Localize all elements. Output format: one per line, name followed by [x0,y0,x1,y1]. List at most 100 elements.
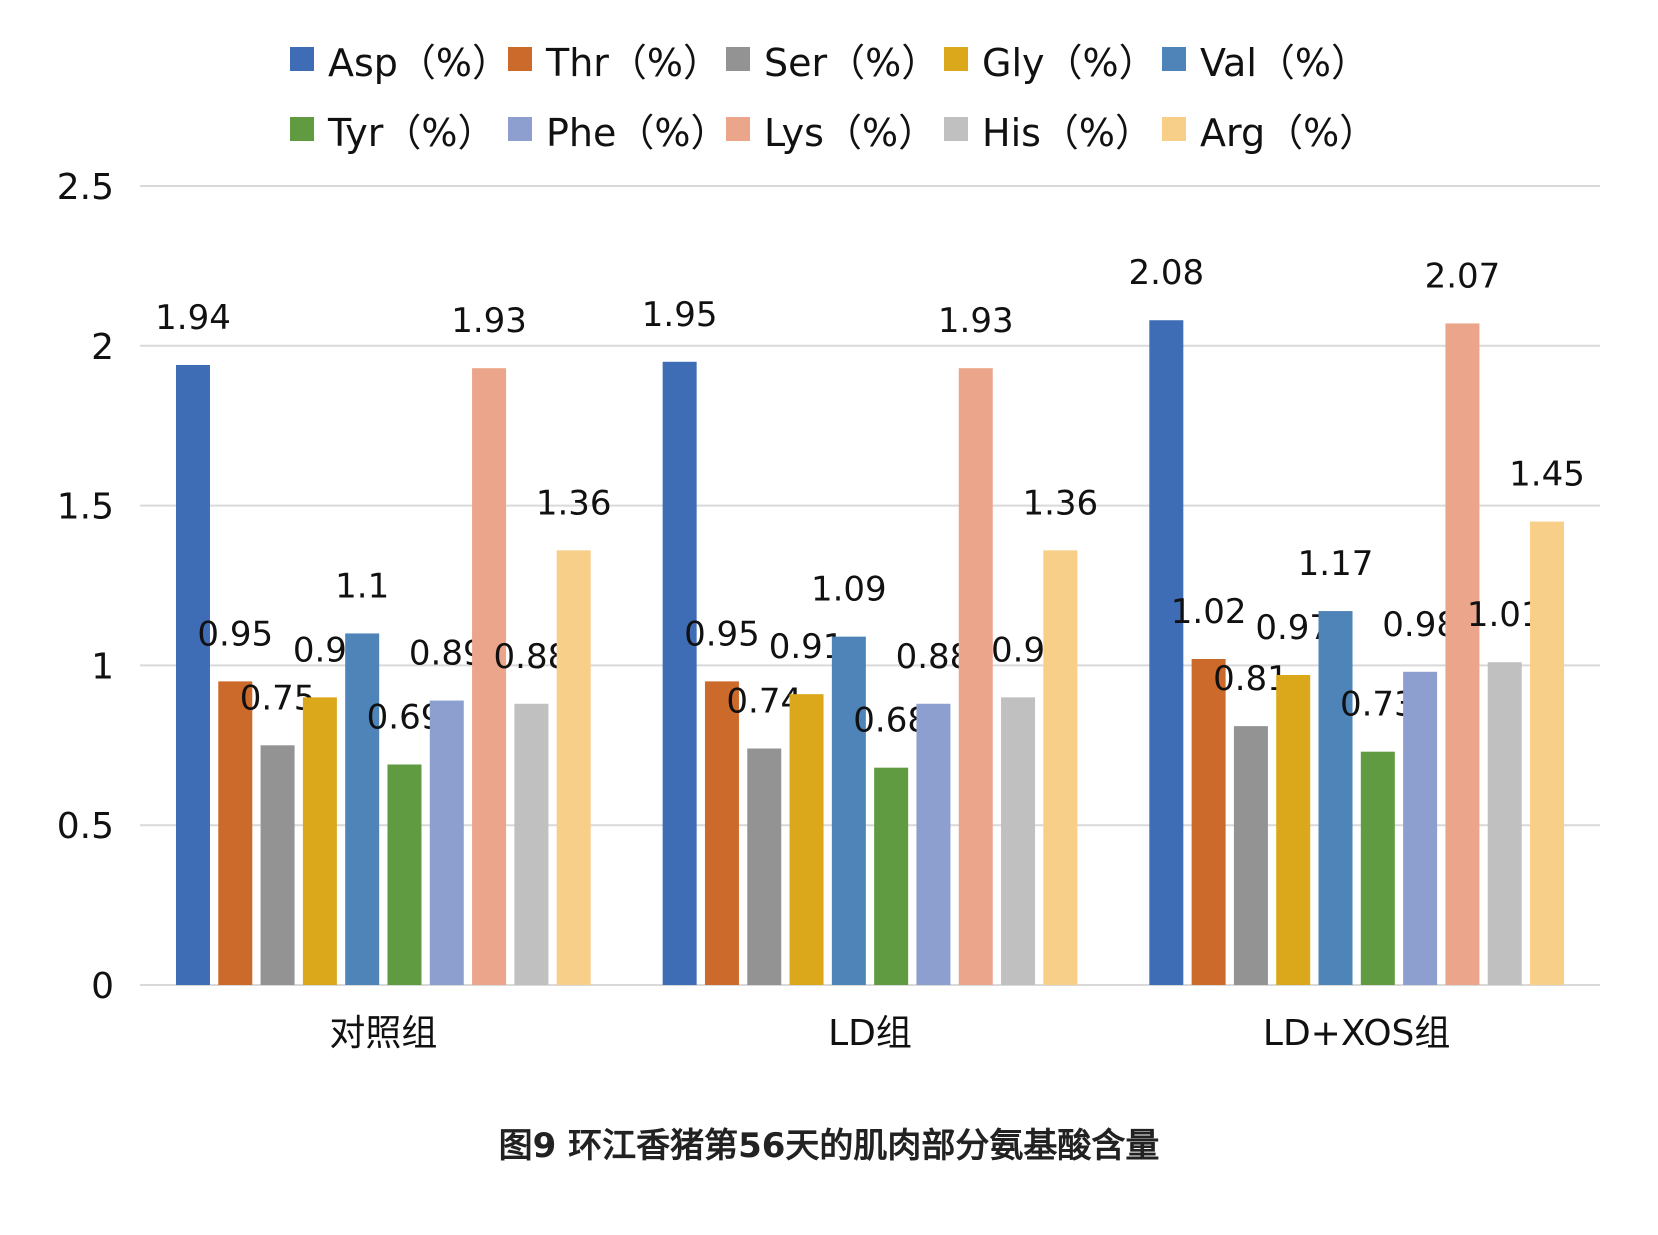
data-label: 1.09 [811,570,887,610]
legend-label: Phe（%） [546,110,729,155]
data-label: 1.17 [1298,544,1374,584]
bar [175,364,210,985]
bar [1530,521,1565,985]
x-tick-label: 对照组 [329,1013,437,1054]
data-label: 1.01 [1467,595,1543,635]
data-label: 0.88 [494,637,570,677]
bar [260,745,295,985]
bar [874,767,909,985]
data-label: 0.95 [684,614,760,654]
legend-label: Ser（%） [764,40,940,85]
data-label: 0.95 [197,614,273,654]
legend-label: Thr（%） [546,40,722,85]
bar [1149,320,1184,985]
data-label: 2.08 [1128,253,1204,293]
data-label: 0.75 [240,678,316,718]
data-label: 1.94 [155,298,231,338]
figure-caption: 图9 环江香猪第56天的肌肉部分氨基酸含量 [498,1126,1160,1166]
data-label: 0.74 [726,681,802,721]
legend-swatch [944,117,968,141]
legend-item-his: His（%） [944,102,1162,157]
x-tick-label: LD组 [828,1013,912,1054]
legend-label: Tyr（%） [328,110,496,155]
data-label: 0.88 [896,637,972,677]
legend-label: Val（%） [1200,40,1369,85]
legend-swatch [1162,117,1186,141]
bar [916,703,951,985]
y-tick-label: 2.5 [57,167,114,208]
legend-item-asp: Asp（%） [290,32,511,87]
data-label: 0.9 [293,630,347,670]
legend-label: Gly（%） [982,40,1157,85]
legend: Asp（%） Thr（%） Ser（%） Gly（%） Val（%） Tyr（%… [290,24,1490,164]
legend-label: Lys（%） [764,110,937,155]
legend-item-thr: Thr（%） [508,32,726,87]
legend-row-1: Asp（%） Thr（%） Ser（%） Gly（%） Val（%） [290,24,1490,94]
bar [1276,674,1311,985]
bar [747,748,782,985]
bar [387,764,422,985]
bar [514,703,549,985]
bar [1233,726,1268,985]
bar [1318,611,1353,985]
legend-item-ser: Ser（%） [726,32,944,87]
bar [1445,323,1480,986]
data-label: 1.02 [1171,592,1247,632]
data-label: 1.36 [536,483,612,523]
bar [472,368,507,985]
data-label: 0.98 [1382,605,1458,645]
legend-item-lys: Lys（%） [726,102,944,157]
bar [1043,550,1078,985]
data-label: 1.95 [642,295,718,335]
data-label: 0.81 [1213,659,1289,699]
legend-swatch [944,47,968,71]
legend-row-2: Tyr（%） Phe（%） Lys（%） His（%） Arg（%） [290,94,1490,164]
legend-item-tyr: Tyr（%） [290,102,508,157]
bar [429,700,464,985]
legend-swatch [290,117,314,141]
bar [1191,659,1226,985]
y-tick-label: 1 [91,646,114,687]
bar [662,361,697,985]
legend-swatch [726,47,750,71]
data-label: 1.36 [1022,483,1098,523]
data-label: 0.89 [409,634,485,674]
legend-label: His（%） [982,110,1154,155]
data-label: 0.97 [1255,608,1331,648]
legend-item-phe: Phe（%） [508,102,729,157]
y-tick-label: 0.5 [57,806,114,847]
bar [218,681,253,985]
legend-label: Asp（%） [328,40,511,85]
legend-item-arg: Arg（%） [1162,102,1380,157]
bar [345,633,380,985]
data-label: 2.07 [1425,256,1501,296]
bar [789,694,824,985]
bar [556,550,591,985]
data-label: 0.68 [853,701,929,741]
bar [1360,751,1395,985]
bar [302,697,337,985]
legend-label: Arg（%） [1200,110,1378,155]
y-tick-label: 0 [91,966,114,1007]
data-label: 0.91 [769,627,845,667]
legend-swatch [726,117,750,141]
legend-swatch [290,47,314,71]
data-label: 0.69 [367,697,443,737]
bar [831,636,866,985]
legend-swatch [508,117,532,141]
y-tick-label: 1.5 [57,487,114,528]
bar [958,368,993,985]
data-label: 1.93 [938,301,1014,341]
bar-chart: 0 0.5 1 1.5 2 2.5 1.94 0.95 0.75 0.9 1.1 0.69 0.89 1.… [57,167,1600,1054]
legend-item-val: Val（%） [1162,32,1380,87]
data-label: 0.73 [1340,685,1416,725]
bar [1487,662,1522,985]
data-label: 1.93 [451,301,527,341]
legend-swatch [508,47,532,71]
bar [1001,697,1036,985]
data-label: 1.1 [335,566,389,606]
bar [1403,671,1438,985]
legend-item-gly: Gly（%） [944,32,1162,87]
y-tick-label: 2 [91,327,114,368]
data-label: 0.9 [991,630,1045,670]
